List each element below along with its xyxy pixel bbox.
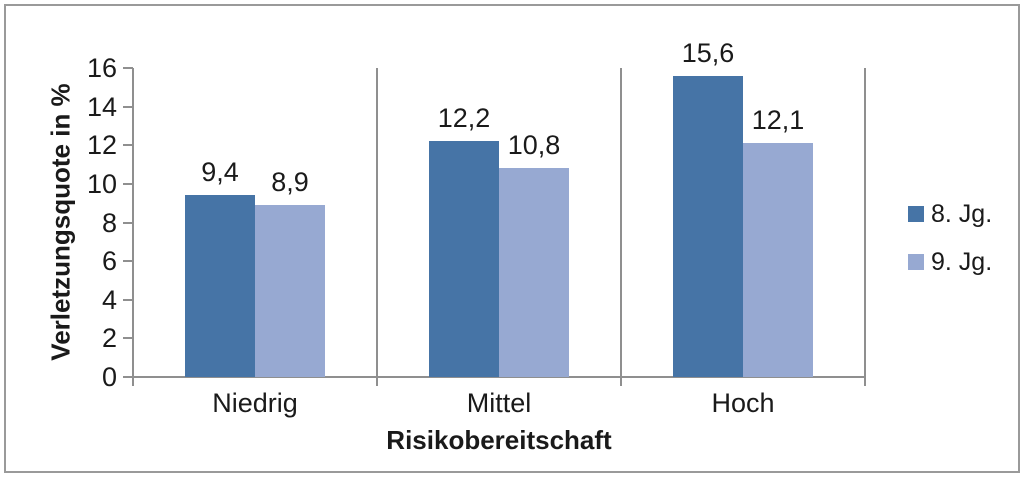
- y-tick-label: 12: [86, 130, 117, 161]
- y-tick-mark: [123, 298, 133, 301]
- legend-item: 9. Jg.: [908, 248, 992, 276]
- y-tick-mark: [123, 182, 133, 185]
- legend-item: 8. Jg.: [908, 200, 992, 228]
- x-tick-mark: [864, 377, 866, 386]
- bar-8Jg-niedrig: [185, 195, 255, 377]
- y-tick-mark: [123, 105, 133, 108]
- legend-swatch-icon: [908, 254, 924, 270]
- category-separator-line: [376, 68, 378, 377]
- y-tick-mark: [123, 337, 133, 340]
- value-label: 12,2: [437, 103, 491, 134]
- bar-9Jg-hoch: [743, 143, 813, 377]
- x-axis-line: [123, 376, 866, 378]
- y-tick-mark: [123, 260, 133, 263]
- y-tick-label: 0: [101, 362, 117, 392]
- x-tick-mark: [620, 377, 622, 386]
- x-axis-title: Risikobereitschaft: [386, 425, 612, 455]
- legend-label: 8. Jg.: [931, 200, 993, 228]
- x-tick-mark: [132, 377, 134, 386]
- y-tick-label: 6: [101, 246, 117, 277]
- value-label: 12,1: [751, 105, 805, 136]
- x-category-label-mittel: Mittel: [466, 388, 532, 418]
- y-tick-label: 10: [86, 168, 117, 199]
- y-tick-label: 2: [101, 323, 117, 354]
- y-tick-mark: [123, 144, 133, 147]
- bar-9Jg-mittel: [499, 168, 569, 377]
- legend: 8. Jg. 9. Jg.: [908, 200, 992, 296]
- bar-9Jg-niedrig: [255, 205, 325, 377]
- category-separator-line: [620, 68, 622, 377]
- value-label: 9,4: [201, 157, 239, 188]
- y-tick-mark: [123, 67, 133, 69]
- value-label: 15,6: [681, 37, 735, 68]
- x-category-label-niedrig: Niedrig: [212, 388, 298, 418]
- y-tick-label: 8: [101, 207, 117, 238]
- x-category-label-hoch: Hoch: [711, 388, 775, 418]
- y-tick-label: 14: [86, 91, 117, 122]
- value-label: 8,9: [271, 167, 309, 198]
- legend-swatch-icon: [908, 206, 924, 222]
- bar-8Jg-mittel: [429, 141, 499, 377]
- bar-8Jg-hoch: [673, 75, 743, 377]
- y-tick-label: 4: [101, 284, 117, 315]
- value-label: 10,8: [507, 130, 561, 161]
- y-tick-label: 16: [86, 53, 117, 83]
- legend-label: 9. Jg.: [931, 248, 993, 276]
- y-axis-line: [132, 68, 134, 378]
- category-separator-line: [864, 68, 866, 377]
- x-tick-mark: [376, 377, 378, 386]
- y-tick-mark: [123, 221, 133, 224]
